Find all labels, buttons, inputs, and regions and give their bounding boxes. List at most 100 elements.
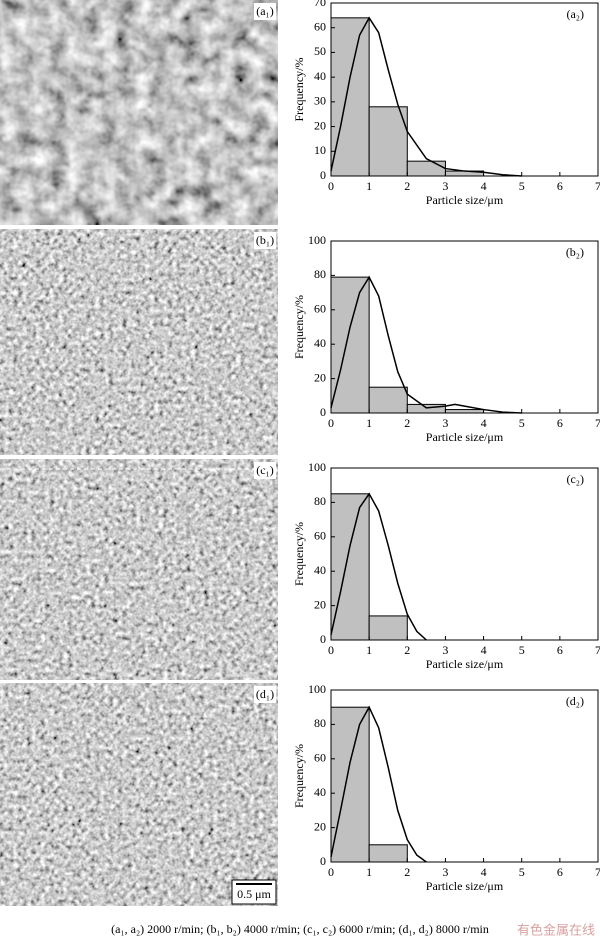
x-tick-label: 5: [519, 865, 525, 879]
x-tick-label: 4: [481, 643, 487, 657]
y-tick-label: 20: [314, 370, 326, 384]
y-tick-label: 0: [320, 168, 326, 182]
x-axis-label: Particle size/μm: [426, 657, 504, 671]
x-tick-label: 4: [481, 179, 487, 193]
x-tick-label: 0: [328, 179, 334, 193]
y-tick-label: 20: [314, 819, 326, 833]
x-tick-label: 1: [366, 643, 372, 657]
x-axis-label: Particle size/μm: [426, 879, 504, 893]
x-tick-label: 6: [557, 179, 563, 193]
y-axis-label: Frequency/%: [292, 522, 306, 586]
y-tick-label: 0: [320, 405, 326, 419]
image-label-box: [254, 3, 276, 20]
panel-label: (d₂): [566, 694, 584, 708]
y-tick-label: 60: [314, 529, 326, 543]
panel-label: (a₂): [566, 7, 584, 21]
x-tick-label: 6: [557, 416, 563, 430]
bar: [406, 403, 446, 414]
bar: [368, 386, 408, 414]
sem-image: [0, 0, 278, 225]
y-axis-label: Frequency/%: [292, 295, 306, 359]
fit-curve: [330, 16, 522, 177]
y-tick-label: 20: [314, 118, 326, 132]
y-axis-label: Frequency/%: [292, 58, 306, 122]
image-label-box: [254, 686, 276, 703]
y-tick-label: 0: [320, 632, 326, 646]
y-tick-label: 40: [314, 336, 326, 350]
y-tick-label: 60: [314, 751, 326, 765]
x-tick-label: 3: [442, 416, 448, 430]
y-tick-label: 30: [314, 94, 326, 108]
y-tick-label: 80: [314, 267, 326, 281]
x-tick-label: 4: [481, 416, 487, 430]
x-tick-label: 4: [481, 865, 487, 879]
panel-label: (b₂): [566, 245, 584, 259]
x-tick-label: 1: [366, 416, 372, 430]
y-tick-label: 20: [314, 597, 326, 611]
x-axis-label: Particle size/μm: [426, 193, 504, 207]
image-label: (a₁): [256, 4, 274, 18]
bar: [406, 160, 446, 177]
y-tick-label: 60: [314, 19, 326, 33]
x-tick-label: 7: [595, 179, 600, 193]
sem-image: [0, 459, 278, 680]
sem-image: [0, 683, 278, 906]
x-tick-label: 5: [519, 643, 525, 657]
bar: [368, 615, 408, 641]
x-tick-label: 0: [328, 416, 334, 430]
y-axis-label: Frequency/%: [292, 744, 306, 808]
y-tick-label: 0: [320, 854, 326, 868]
image-label-box: [254, 232, 276, 249]
x-tick-label: 7: [595, 865, 600, 879]
y-tick-label: 10: [314, 143, 326, 157]
watermark: 有色金属在线: [517, 923, 595, 939]
bar: [444, 409, 485, 414]
image-label: (b₁): [256, 233, 274, 247]
bar: [330, 493, 370, 641]
y-tick-label: 100: [308, 682, 326, 696]
y-tick-label: 60: [314, 302, 326, 316]
x-tick-label: 2: [404, 416, 410, 430]
y-tick-label: 40: [314, 785, 326, 799]
y-tick-label: 80: [314, 494, 326, 508]
panel-label: (c₂): [566, 472, 584, 486]
x-tick-label: 7: [595, 416, 600, 430]
x-tick-label: 2: [404, 865, 410, 879]
bar: [330, 276, 370, 414]
image-label: (d₁): [256, 687, 274, 701]
plot-frame: [330, 240, 599, 414]
plot-frame: [330, 467, 599, 641]
plot-frame: [330, 2, 599, 177]
x-tick-label: 2: [404, 179, 410, 193]
y-tick-label: 50: [314, 44, 326, 58]
x-tick-label: 6: [557, 865, 563, 879]
image-label: (c₁): [256, 463, 274, 477]
image-label-box: [254, 462, 276, 479]
x-tick-label: 1: [366, 865, 372, 879]
bar: [330, 706, 370, 863]
fit-curve: [330, 705, 427, 863]
fit-curve: [330, 275, 522, 414]
x-tick-label: 1: [366, 179, 372, 193]
y-tick-label: 40: [314, 69, 326, 83]
y-tick-label: 70: [314, 0, 326, 9]
y-tick-label: 80: [314, 716, 326, 730]
scale-bar-label: 0.5 μm: [237, 887, 271, 901]
x-tick-label: 3: [442, 179, 448, 193]
bar: [330, 17, 370, 177]
y-tick-label: 100: [308, 233, 326, 247]
x-axis-label: Particle size/μm: [426, 430, 504, 444]
bar: [368, 844, 408, 863]
x-tick-label: 0: [328, 643, 334, 657]
x-tick-label: 3: [442, 865, 448, 879]
sem-image: [0, 229, 278, 455]
x-tick-label: 6: [557, 643, 563, 657]
x-tick-label: 3: [442, 643, 448, 657]
y-tick-label: 40: [314, 563, 326, 577]
x-tick-label: 5: [519, 416, 525, 430]
fit-curve: [330, 492, 427, 641]
x-tick-label: 7: [595, 643, 600, 657]
caption: (a₁, a₂) 2000 r/min; (b₁, b₂) 4000 r/min…: [111, 922, 489, 936]
